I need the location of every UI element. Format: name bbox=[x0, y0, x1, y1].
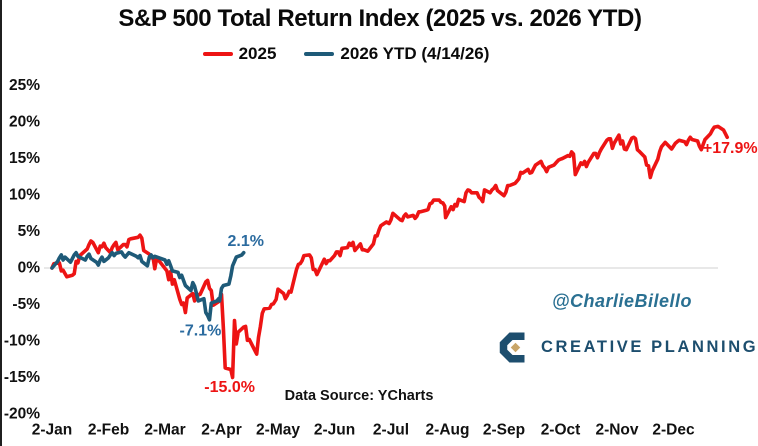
series-line-2025 bbox=[50, 124, 729, 380]
annotation--15.0%: -15.0% bbox=[204, 379, 255, 396]
creative-planning-logo: CREATIVE PLANNING’ bbox=[499, 331, 758, 364]
legend-swatch-2026 bbox=[304, 52, 335, 56]
legend-label-2025: 2025 bbox=[238, 44, 277, 63]
legend-item-2025: 2025 bbox=[202, 44, 277, 64]
annotation-2.1%: 2.1% bbox=[227, 233, 263, 250]
legend-swatch-2025 bbox=[202, 52, 233, 56]
annotation--7.1%: -7.1% bbox=[180, 322, 222, 339]
legend-label-2026: 2026 YTD (4/14/26) bbox=[340, 44, 490, 63]
creative-planning-c-icon bbox=[499, 332, 525, 363]
y-axis-tick-label: -15% bbox=[4, 369, 40, 386]
y-axis-tick-label: 20% bbox=[9, 114, 40, 131]
x-axis-tick-label: 2-Jul bbox=[373, 422, 409, 439]
x-axis-tick-label: 2-Jan bbox=[32, 422, 73, 439]
x-axis-tick-label: 2-Nov bbox=[595, 422, 638, 439]
x-axis-tick-label: 2-Dec bbox=[652, 422, 695, 439]
x-axis-tick-label: 2-Feb bbox=[88, 422, 129, 439]
data-source-note: Data Source: YCharts bbox=[284, 388, 434, 404]
series-line-2026-YTD-4-14-26- bbox=[50, 250, 246, 322]
y-axis-tick-label: 5% bbox=[18, 223, 41, 240]
legend: 2025 2026 YTD (4/14/26) bbox=[0, 44, 724, 64]
y-axis-tick-label: -20% bbox=[4, 406, 40, 423]
y-axis-tick-label: 15% bbox=[9, 150, 40, 167]
x-axis-tick-label: 2-Apr bbox=[201, 422, 241, 439]
chart-title: S&P 500 Total Return Index (2025 vs. 202… bbox=[118, 5, 642, 32]
x-axis-tick-label: 2-Aug bbox=[426, 422, 470, 439]
y-axis-tick-label: -10% bbox=[4, 333, 40, 350]
legend-item-2026: 2026 YTD (4/14/26) bbox=[304, 44, 489, 64]
annotation-+17.9%: +17.9% bbox=[703, 140, 758, 157]
x-axis-tick-label: 2-Jun bbox=[314, 422, 355, 439]
y-axis-tick-label: 25% bbox=[9, 77, 40, 94]
y-axis-tick-label: 10% bbox=[9, 187, 40, 204]
x-axis-tick-label: 2-Oct bbox=[541, 422, 581, 439]
creative-planning-wordmark: CREATIVE PLANNING’ bbox=[541, 338, 758, 356]
y-axis-tick-label: 0% bbox=[18, 260, 41, 277]
x-axis-tick-label: 2-Sep bbox=[483, 422, 525, 439]
x-axis-tick-label: 2-Mar bbox=[144, 422, 185, 439]
author-watermark: @CharlieBilello bbox=[551, 291, 693, 311]
x-axis-tick-label: 2-May bbox=[256, 422, 300, 439]
y-axis-tick-label: -5% bbox=[12, 296, 40, 313]
